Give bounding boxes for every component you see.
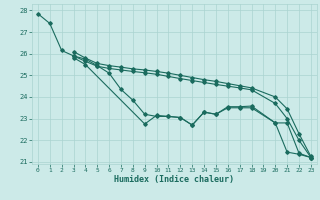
X-axis label: Humidex (Indice chaleur): Humidex (Indice chaleur) [115, 175, 234, 184]
